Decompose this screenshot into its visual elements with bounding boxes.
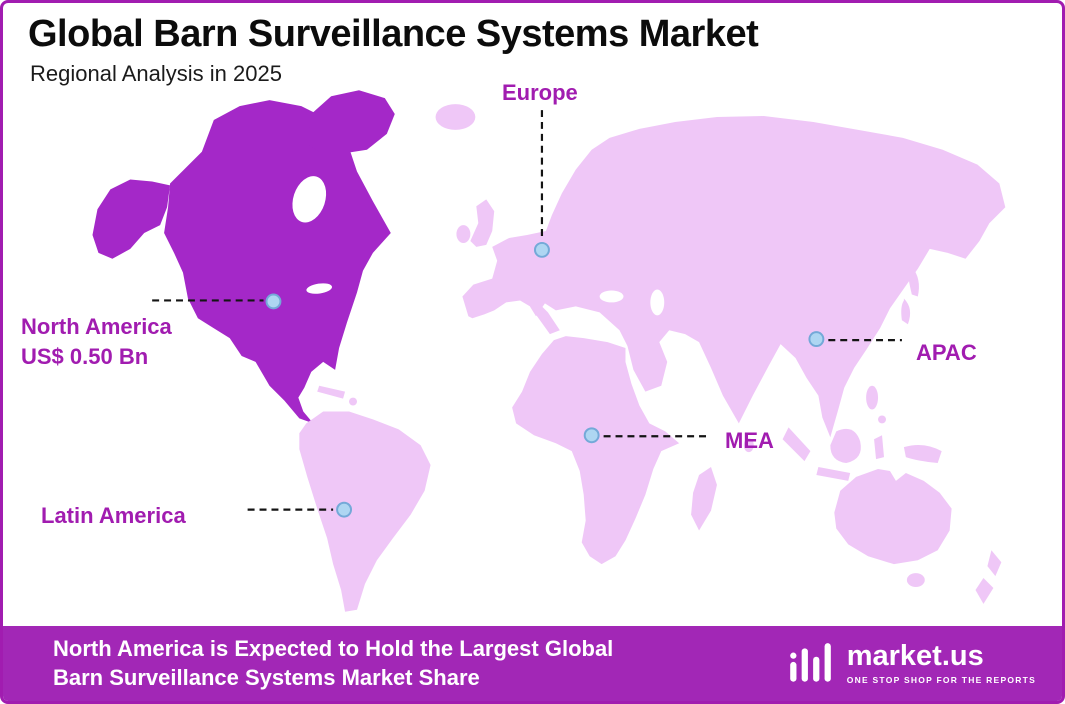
great-lakes bbox=[306, 283, 333, 294]
greenland bbox=[307, 90, 395, 154]
marker-latin-america bbox=[336, 501, 353, 518]
region-label-mea: MEA bbox=[725, 428, 774, 453]
iceland bbox=[435, 104, 476, 130]
japan-north bbox=[907, 266, 919, 297]
connector-lines bbox=[152, 110, 902, 511]
water-details bbox=[292, 176, 665, 316]
page-subtitle: Regional Analysis in 2025 bbox=[30, 61, 282, 86]
black-sea bbox=[599, 290, 624, 303]
marker-mea bbox=[583, 427, 600, 444]
brand-name: market.us bbox=[846, 640, 984, 672]
hispaniola bbox=[349, 397, 357, 406]
world-map bbox=[92, 90, 1006, 612]
sumatra bbox=[782, 427, 811, 462]
tasmania bbox=[906, 573, 925, 587]
java bbox=[816, 467, 851, 481]
alaska bbox=[92, 179, 171, 259]
new-zealand-north bbox=[987, 550, 1002, 577]
header: Global Barn Surveillance Systems Market … bbox=[28, 13, 759, 87]
region-shape-north-america bbox=[92, 90, 395, 424]
region-name-north-america: North America bbox=[21, 314, 172, 339]
philippines bbox=[866, 385, 879, 410]
region-shapes-other bbox=[299, 104, 1006, 612]
caspian-sea bbox=[650, 289, 665, 316]
south-america bbox=[299, 411, 431, 612]
marker-europe bbox=[533, 241, 550, 258]
mindanao bbox=[878, 415, 886, 424]
region-value-north-america: US$ 0.50 Bn bbox=[21, 343, 149, 369]
marker-north-america bbox=[265, 293, 282, 310]
sulawesi bbox=[874, 435, 885, 460]
hudson-bay bbox=[292, 176, 327, 223]
africa bbox=[512, 336, 680, 565]
marketus-logo-icon bbox=[789, 642, 831, 682]
region-label-latin-america: Latin America bbox=[41, 503, 186, 528]
japan-south bbox=[901, 298, 911, 325]
footer-note-line1: North America is Expected to Hold the La… bbox=[53, 636, 614, 662]
brand-tagline: ONE STOP SHOP FOR THE REPORTS bbox=[846, 675, 1036, 685]
eurasia bbox=[462, 116, 1006, 438]
sri-lanka bbox=[743, 438, 754, 453]
footer-note: North America is Expected to Hold the La… bbox=[53, 635, 613, 691]
region-label-north-america: North America US$ 0.50 Bn bbox=[21, 312, 172, 371]
new-guinea bbox=[903, 444, 942, 464]
new-zealand-south bbox=[975, 578, 994, 604]
brand-text: market.us ONE STOP SHOP FOR THE REPORTS bbox=[846, 640, 1036, 686]
north-america-mainland bbox=[164, 100, 391, 424]
borneo bbox=[830, 428, 861, 464]
brand: market.us ONE STOP SHOP FOR THE REPORTS bbox=[785, 639, 1036, 689]
page-title: Global Barn Surveillance Systems Market bbox=[28, 13, 759, 55]
region-label-apac: APAC bbox=[916, 340, 977, 365]
australia bbox=[834, 468, 952, 565]
map-markers bbox=[265, 241, 825, 518]
ireland bbox=[456, 225, 471, 243]
region-label-europe: Europe bbox=[502, 80, 578, 105]
cuba bbox=[317, 385, 346, 399]
footer-note-line2: Barn Surveillance Systems Market Share bbox=[53, 664, 480, 690]
madagascar bbox=[691, 467, 717, 531]
united-kingdom bbox=[470, 199, 495, 247]
footer-bar: North America is Expected to Hold the La… bbox=[3, 626, 1062, 701]
marker-apac bbox=[808, 331, 825, 348]
